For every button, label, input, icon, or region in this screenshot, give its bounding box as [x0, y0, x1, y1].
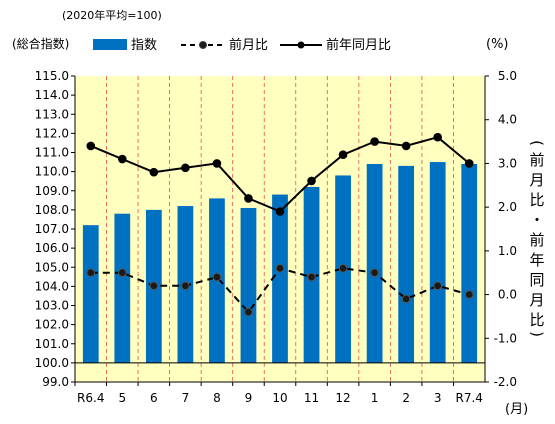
bar — [272, 194, 288, 363]
yoy-point — [275, 207, 285, 216]
legend-dashed-label: 前月比 — [229, 37, 268, 53]
mom-point — [307, 272, 316, 282]
right-tick-label: 0.0 — [498, 288, 517, 302]
right-tick-label: 1.0 — [498, 244, 517, 258]
yoy-point — [86, 141, 96, 151]
left-tick-label: 101.0 — [35, 337, 69, 351]
left-tick-label: 112.0 — [35, 126, 69, 140]
left-tick-label: 113.0 — [35, 107, 69, 121]
left-tick-label: 114.0 — [35, 88, 69, 102]
right-axis-title: (前月比・前年同月比) — [528, 140, 546, 337]
x-axis-unit: (月) — [505, 402, 528, 417]
right-axis-unit: (%) — [486, 37, 509, 52]
right-title-char: 比 — [529, 191, 544, 209]
right-title-paren-open: ( — [528, 140, 546, 146]
yoy-point — [464, 159, 474, 168]
bar — [429, 162, 446, 363]
right-tick-label: 4.0 — [498, 113, 517, 127]
x-tick-label: 10 — [272, 391, 287, 405]
right-title-char: 年 — [529, 251, 544, 269]
right-tick-label: 2.0 — [498, 200, 517, 214]
mom-point — [212, 272, 222, 282]
axes: 99.0100.0101.0102.0103.0104.0105.0106.01… — [35, 69, 517, 405]
bar — [398, 165, 415, 363]
right-title-char: ・ — [529, 211, 544, 229]
yoy-point — [244, 194, 253, 203]
left-tick-label: 110.0 — [35, 165, 69, 179]
legend-solid-marker — [297, 41, 305, 49]
x-tick-label: 7 — [182, 391, 190, 405]
bar — [114, 213, 131, 363]
legend-bar-label: 指数 — [131, 38, 157, 53]
left-tick-label: 115.0 — [35, 69, 69, 83]
mom-point — [370, 268, 379, 278]
right-title-char: 前 — [529, 231, 544, 249]
right-title-char: 月 — [529, 171, 544, 189]
mom-point — [86, 268, 96, 278]
x-tick-label: 1 — [371, 391, 379, 405]
left-tick-label: 102.0 — [35, 318, 69, 332]
legend-dashed-marker — [199, 41, 207, 49]
mom-point — [149, 281, 159, 291]
right-tick-label: -1.0 — [494, 331, 517, 345]
x-tick-label: 11 — [304, 391, 319, 405]
yoy-point — [118, 154, 127, 164]
mom-point — [338, 264, 348, 273]
yoy-point — [212, 159, 222, 168]
right-title-paren-close: ) — [528, 331, 546, 337]
yoy-point — [370, 137, 379, 146]
x-tick-label: 3 — [434, 391, 442, 405]
mom-point — [433, 281, 442, 291]
yoy-point — [401, 141, 411, 151]
left-tick-label: 109.0 — [35, 184, 69, 198]
yoy-point — [149, 167, 159, 177]
x-tick-label: 9 — [245, 391, 253, 405]
left-tick-label: 108.0 — [35, 203, 69, 217]
chart-note: (2020年平均=100) — [62, 8, 162, 22]
right-tick-label: 5.0 — [498, 69, 517, 83]
legend-bar-swatch — [93, 39, 127, 50]
right-tick-label: -2.0 — [494, 375, 517, 389]
right-tick-label: 3.0 — [498, 156, 517, 170]
left-tick-label: 105.0 — [35, 260, 69, 274]
left-tick-label: 100.0 — [35, 356, 69, 370]
left-tick-label: 99.0 — [42, 375, 69, 389]
yoy-point — [181, 163, 190, 173]
left-tick-label: 106.0 — [35, 241, 69, 255]
line-series — [86, 132, 474, 317]
left-tick-label: 103.0 — [35, 299, 69, 313]
left-tick-label: 104.0 — [35, 279, 69, 293]
x-tick-label: 2 — [402, 391, 410, 405]
right-title-char: 前 — [529, 151, 544, 169]
yoy-point — [433, 132, 442, 142]
mom-point — [244, 307, 253, 317]
yoy-point — [338, 150, 348, 159]
bar — [461, 163, 478, 363]
bar — [366, 163, 383, 363]
right-title-char: 比 — [529, 311, 544, 329]
x-tick-label: 12 — [335, 391, 350, 405]
x-tick-label: R7.4 — [456, 391, 483, 405]
x-tick-label: 6 — [150, 391, 158, 405]
left-tick-label: 111.0 — [35, 146, 69, 160]
x-tick-label: 5 — [118, 391, 126, 405]
right-title-char: 同 — [529, 271, 544, 289]
mom-point — [401, 294, 411, 304]
yoy-point — [307, 176, 316, 186]
mom-point — [464, 290, 474, 299]
left-tick-label: 107.0 — [35, 222, 69, 236]
x-tick-label: 8 — [213, 391, 221, 405]
bar — [82, 225, 99, 363]
vertical-gridlines — [106, 76, 454, 382]
mom-point — [275, 264, 285, 273]
bar — [240, 207, 257, 363]
mom-point — [181, 281, 190, 291]
legend: 指数 前月比 前年同月比 — [93, 37, 391, 53]
right-title-char: 月 — [529, 291, 544, 309]
mom-point — [118, 268, 127, 278]
x-tick-label: R6.4 — [77, 391, 104, 405]
left-axis-label: (総合指数) — [12, 36, 69, 51]
legend-solid-label: 前年同月比 — [326, 37, 391, 53]
